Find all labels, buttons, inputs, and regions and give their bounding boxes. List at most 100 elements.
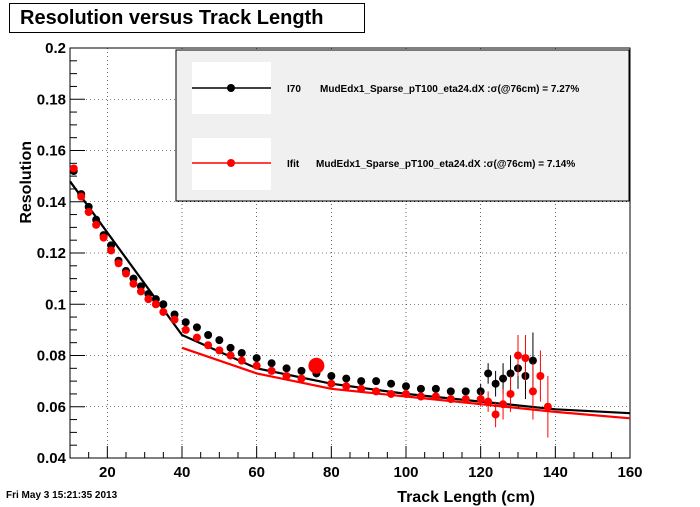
x-tick-label: 20 — [99, 464, 116, 481]
point-i70 — [342, 374, 351, 383]
point-i70 — [192, 323, 201, 332]
data-points — [69, 164, 552, 438]
point-i70 — [446, 387, 455, 396]
legend-marker-i70 — [227, 84, 235, 92]
point-ifit — [372, 387, 381, 396]
y-tick-label: 0.16 — [37, 143, 66, 160]
x-tick-label: 120 — [468, 464, 493, 481]
point-ifit — [514, 351, 522, 360]
point-i70 — [499, 374, 508, 383]
point-ifit — [159, 307, 168, 316]
y-tick-label: 0.2 — [45, 40, 66, 57]
x-tick-label: 80 — [323, 464, 340, 481]
y-tick-label: 0.12 — [37, 245, 66, 262]
point-i70 — [491, 379, 500, 388]
point-i70 — [252, 354, 261, 363]
point-i70 — [357, 377, 366, 386]
point-ifit — [308, 357, 325, 374]
point-ifit — [416, 392, 425, 401]
point-ifit — [521, 354, 530, 363]
point-ifit — [528, 387, 537, 396]
point-ifit — [402, 389, 410, 398]
point-ifit — [77, 192, 86, 201]
point-ifit — [204, 341, 213, 350]
point-ifit — [226, 351, 235, 360]
point-i70 — [416, 384, 425, 393]
point-i70 — [461, 387, 470, 396]
point-ifit — [342, 382, 351, 391]
point-ifit — [107, 246, 116, 255]
y-tick-label: 0.1 — [45, 296, 66, 313]
legend-label-i70: I70 — [287, 84, 301, 95]
point-ifit — [136, 287, 145, 296]
point-ifit — [357, 384, 366, 393]
legend: I70 MudEdx1_Sparse_pT100_eta24.dX :σ(@76… — [175, 49, 630, 202]
point-ifit — [170, 315, 179, 324]
point-i70 — [327, 372, 336, 380]
point-ifit — [327, 379, 336, 388]
point-ifit — [215, 346, 224, 355]
point-i70 — [528, 356, 537, 365]
point-i70 — [237, 348, 246, 357]
point-ifit — [297, 374, 306, 383]
point-ifit — [484, 397, 493, 406]
point-ifit — [192, 333, 201, 342]
timestamp: Fri May 3 15:21:35 2013 — [6, 490, 118, 501]
point-i70 — [215, 336, 224, 345]
point-i70 — [484, 369, 493, 378]
point-ifit — [387, 389, 396, 398]
point-i70 — [267, 359, 276, 368]
point-i70 — [282, 364, 291, 373]
point-ifit — [499, 400, 508, 409]
point-ifit — [536, 372, 545, 380]
x-tick-label: 40 — [174, 464, 191, 481]
point-ifit — [476, 395, 485, 404]
legend-marker-ifit — [227, 159, 235, 167]
point-i70 — [204, 331, 213, 339]
point-i70 — [387, 379, 396, 388]
y-tick-label: 0.04 — [37, 450, 67, 467]
point-ifit — [69, 164, 78, 173]
point-i70 — [181, 318, 190, 327]
point-ifit — [99, 233, 108, 242]
y-tick-label: 0.18 — [37, 91, 66, 108]
point-ifit — [252, 361, 261, 370]
point-i70 — [402, 382, 410, 391]
legend-text-ifit: MudEdx1_Sparse_pT100_eta24.dX :σ(@76cm) … — [316, 159, 575, 170]
point-i70 — [431, 384, 440, 393]
point-i70 — [297, 366, 306, 375]
y-tick-label: 0.14 — [37, 194, 67, 211]
point-ifit — [144, 295, 153, 304]
point-ifit — [491, 410, 500, 419]
point-ifit — [114, 259, 123, 268]
point-ifit — [267, 366, 276, 375]
point-ifit — [506, 389, 515, 398]
point-ifit — [151, 300, 160, 309]
point-ifit — [431, 392, 440, 401]
point-i70 — [506, 369, 515, 378]
point-ifit — [92, 220, 101, 229]
point-ifit — [84, 208, 93, 216]
x-tick-label: 60 — [248, 464, 265, 481]
point-ifit — [129, 279, 138, 288]
point-ifit — [181, 325, 190, 334]
point-ifit — [122, 269, 130, 278]
axis-ticks: 20 40 60 80 100 120 140 160 0.04 0.06 0.08 0.1 0.12 0… — [37, 40, 643, 481]
legend-label-ifit: Ifit — [287, 159, 300, 170]
point-ifit — [282, 372, 291, 380]
y-tick-label: 0.08 — [37, 348, 66, 365]
legend-text-i70: MudEdx1_Sparse_pT100_eta24.dX :σ(@76cm) … — [320, 84, 579, 95]
y-axis-label: Resolution — [18, 141, 35, 224]
x-tick-label: 140 — [543, 464, 568, 481]
point-i70 — [372, 377, 381, 386]
x-tick-label: 100 — [393, 464, 418, 481]
point-i70 — [159, 300, 168, 309]
point-i70 — [226, 343, 235, 352]
x-tick-label: 160 — [617, 464, 642, 481]
chart-title: Resolution versus Track Length — [9, 3, 365, 33]
point-ifit — [237, 356, 246, 365]
y-tick-label: 0.06 — [37, 399, 66, 416]
point-ifit — [446, 395, 455, 404]
point-ifit — [461, 395, 470, 404]
